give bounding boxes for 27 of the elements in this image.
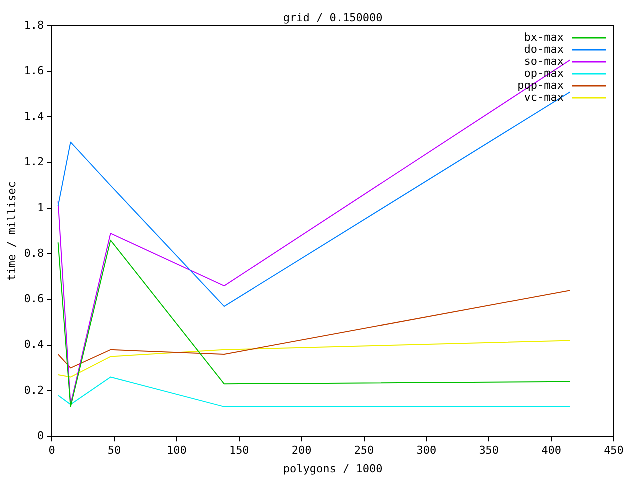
y-tick-label: 1 bbox=[37, 201, 44, 214]
y-tick-label: 1.4 bbox=[24, 110, 44, 124]
legend-label: so-max bbox=[524, 54, 564, 68]
x-tick-label: 200 bbox=[292, 444, 312, 458]
x-tick-label: 300 bbox=[416, 444, 437, 458]
x-tick-label: 350 bbox=[479, 444, 500, 458]
y-tick-label: 0 bbox=[37, 429, 44, 442]
x-tick-label: 450 bbox=[604, 444, 624, 458]
x-tick-label: 400 bbox=[542, 444, 562, 458]
x-axis-title: polygons / 1000 bbox=[283, 462, 383, 476]
x-tick-label: 150 bbox=[229, 444, 250, 458]
legend-label: do-max bbox=[524, 42, 564, 56]
legend-label: bx-max bbox=[524, 30, 564, 44]
y-tick-label: 0.6 bbox=[24, 292, 44, 306]
x-tick-label: 250 bbox=[354, 444, 374, 458]
chart-title: grid / 0.150000 bbox=[283, 11, 383, 24]
y-tick-label: 0.8 bbox=[24, 246, 44, 260]
y-tick-label: 1.8 bbox=[24, 18, 44, 32]
x-tick-label: 100 bbox=[167, 444, 187, 458]
y-tick-label: 0.4 bbox=[24, 338, 44, 352]
y-tick-label: 1.2 bbox=[24, 156, 44, 169]
y-tick-label: 1.6 bbox=[24, 64, 44, 78]
x-tick-label: 0 bbox=[48, 444, 56, 458]
y-tick-label: 0.2 bbox=[24, 384, 44, 397]
y-axis-title: time / millisec bbox=[5, 182, 18, 281]
x-tick-label: 50 bbox=[108, 444, 122, 458]
legend-label: vc-max bbox=[524, 90, 564, 104]
